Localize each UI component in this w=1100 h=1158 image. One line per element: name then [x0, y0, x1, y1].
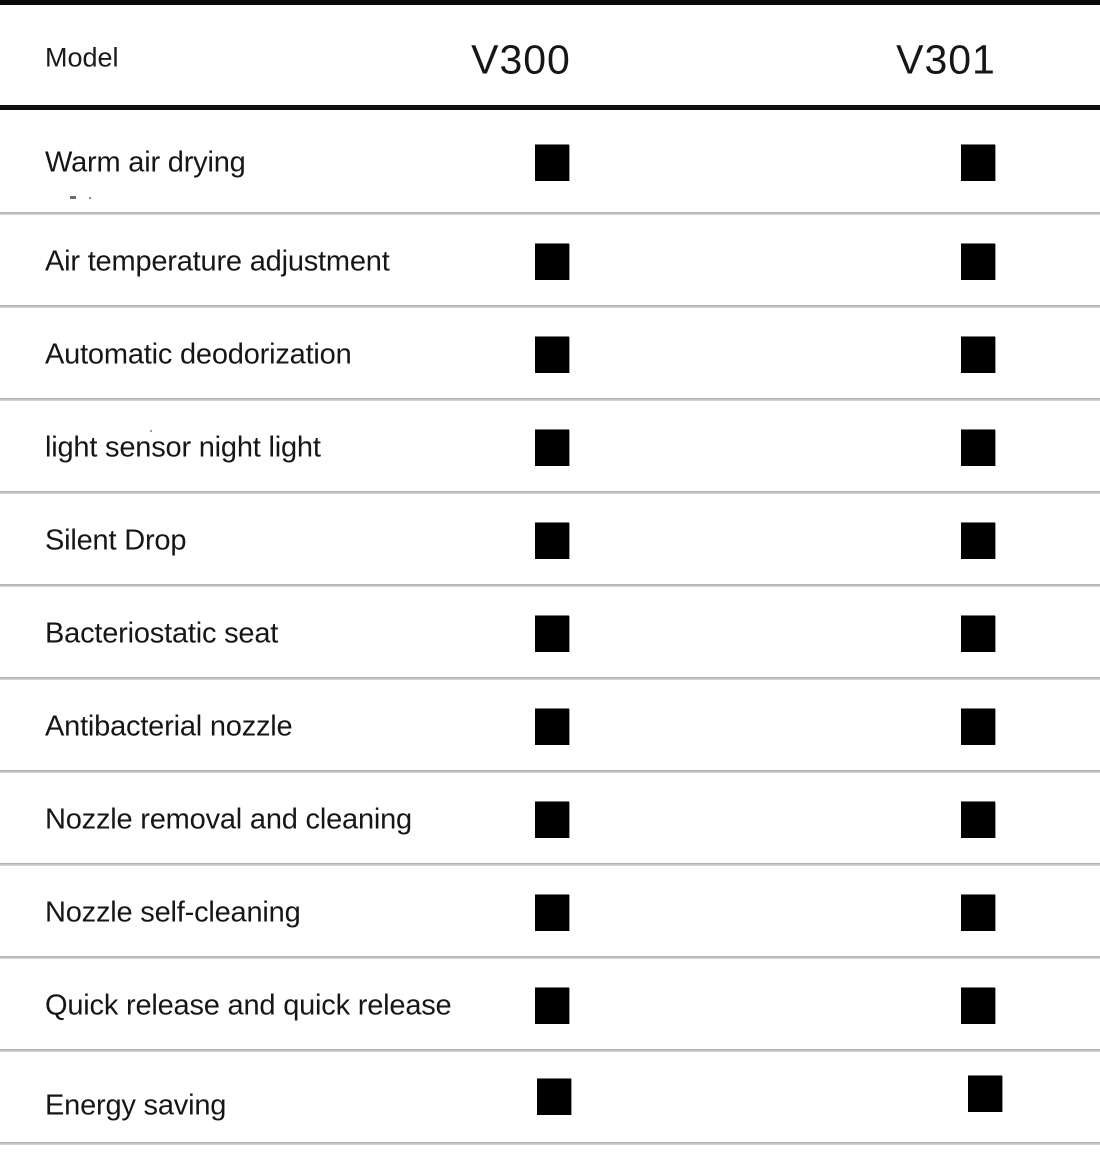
feature-present-square-v300 [535, 615, 569, 652]
feature-label: Silent Drop [45, 524, 187, 556]
table-row: Quick release and quick release [0, 959, 1100, 1052]
model-column-header: Model [45, 42, 119, 73]
table-row: light sensor night light [0, 401, 1100, 494]
feature-present-square-v301 [961, 243, 995, 280]
feature-label: Automatic deodorization [45, 338, 352, 370]
table-header-row: Model V300 V301 [0, 5, 1100, 105]
feature-label: Nozzle self-cleaning [45, 896, 301, 928]
feature-label: Air temperature adjustment [45, 245, 390, 277]
feature-present-square-v300 [535, 708, 569, 745]
table-row: Silent Drop [0, 494, 1100, 587]
feature-present-square-v301 [961, 615, 995, 652]
feature-present-square-v300 [535, 144, 569, 181]
model-column-header-v301: V301 [896, 36, 996, 83]
feature-label: Bacteriostatic seat [45, 617, 279, 649]
feature-present-square-v300 [535, 336, 569, 373]
feature-label: Nozzle removal and cleaning [45, 803, 412, 835]
feature-present-square-v301 [961, 522, 995, 559]
table-row: Air temperature adjustment [0, 215, 1100, 308]
header-divider-rule [0, 105, 1100, 110]
scan-artifact-dot [150, 430, 152, 432]
table-row: Bacteriostatic seat [0, 587, 1100, 680]
feature-present-square-v301 [961, 894, 995, 931]
table-row: Nozzle self-cleaning [0, 866, 1100, 959]
table-body: Warm air drying Air temperature adjustme… [0, 110, 1100, 1145]
feature-present-square-v301 [968, 1075, 1002, 1112]
scan-artifact-dot [89, 197, 91, 199]
feature-label: Warm air drying [45, 146, 246, 178]
feature-present-square-v301 [961, 801, 995, 838]
table-row: Antibacterial nozzle [0, 680, 1100, 773]
feature-present-square-v300 [535, 429, 569, 466]
table-row: Warm air drying [0, 110, 1100, 215]
feature-present-square-v300 [535, 522, 569, 559]
table-row: Energy saving [0, 1052, 1100, 1145]
feature-present-square-v301 [961, 429, 995, 466]
feature-label: Quick release and quick release [45, 989, 452, 1021]
feature-label: light sensor night light [45, 431, 321, 463]
feature-present-square-v300 [535, 801, 569, 838]
feature-present-square-v300 [535, 987, 569, 1024]
feature-present-square-v301 [961, 336, 995, 373]
feature-present-square-v300 [537, 1078, 571, 1115]
feature-present-square-v301 [961, 708, 995, 745]
feature-present-square-v300 [535, 243, 569, 280]
top-edge-rule [0, 0, 1100, 5]
model-column-header-v300: V300 [471, 36, 571, 83]
feature-present-square-v301 [961, 144, 995, 181]
table-row: Nozzle removal and cleaning [0, 773, 1100, 866]
feature-present-square-v301 [961, 987, 995, 1024]
feature-label: Energy saving [45, 1089, 227, 1121]
scan-artifact-dot [70, 196, 76, 199]
table-row: Automatic deodorization [0, 308, 1100, 401]
feature-label: Antibacterial nozzle [45, 710, 293, 742]
feature-present-square-v300 [535, 894, 569, 931]
